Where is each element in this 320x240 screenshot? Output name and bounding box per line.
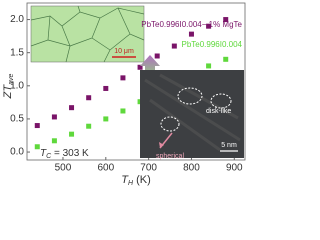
y-axis-label: ZTave [2, 74, 15, 100]
inset-tem [140, 70, 244, 158]
scale-label: 5 nm [221, 142, 237, 149]
chart: 10 μm disk-like spherical 5 nm TH (K) ZT… [2, 2, 246, 187]
point [51, 114, 57, 120]
y-tick-label: 1.5 [10, 47, 24, 58]
point [69, 105, 75, 111]
tc-annotation: TC = 303 K [40, 148, 89, 160]
x-label-part: (K) [133, 174, 151, 186]
y-label-part: ave [8, 74, 15, 85]
point [171, 43, 177, 49]
point [103, 85, 109, 91]
point [206, 23, 212, 29]
point [223, 17, 229, 23]
point [154, 53, 160, 59]
inset-micrograph [30, 5, 145, 63]
y-tick-label: 0.5 [10, 114, 24, 125]
point [86, 95, 92, 101]
y-tick-label: 0.0 [10, 147, 24, 158]
x-label-part: T [121, 174, 129, 186]
tc-part: T [40, 148, 47, 159]
tc-part: = 303 K [51, 148, 89, 159]
point [103, 116, 109, 122]
inset-label: spherical [156, 153, 184, 160]
x-tick-label: 500 [55, 163, 72, 174]
inset-label: disk-like [206, 108, 231, 115]
scale-label: 10 μm [114, 48, 134, 55]
y-tick-label: 1.0 [10, 80, 24, 91]
point [206, 63, 212, 69]
legend-label: PbTe0.996I0.004− 1% MgTe [141, 20, 242, 29]
x-axis-label: TH (K) [121, 174, 151, 187]
point [120, 108, 126, 114]
point [86, 123, 92, 129]
point [51, 138, 57, 144]
x-tick-label: 700 [140, 163, 157, 174]
tc-part: C [46, 153, 52, 160]
x-tick-label: 600 [97, 163, 114, 174]
y-tick-label: 2.0 [10, 14, 24, 25]
point [137, 64, 143, 70]
point [188, 31, 194, 37]
point [223, 56, 229, 62]
point [120, 75, 126, 81]
point [69, 131, 75, 137]
point [34, 144, 40, 150]
y-label-part: ZT [2, 84, 14, 100]
legend-label: PbTe0.996I0.004 [182, 40, 243, 49]
x-label-part: H [128, 180, 134, 187]
x-tick-label: 800 [183, 163, 200, 174]
point [34, 123, 40, 129]
x-tick-label: 900 [226, 163, 243, 174]
